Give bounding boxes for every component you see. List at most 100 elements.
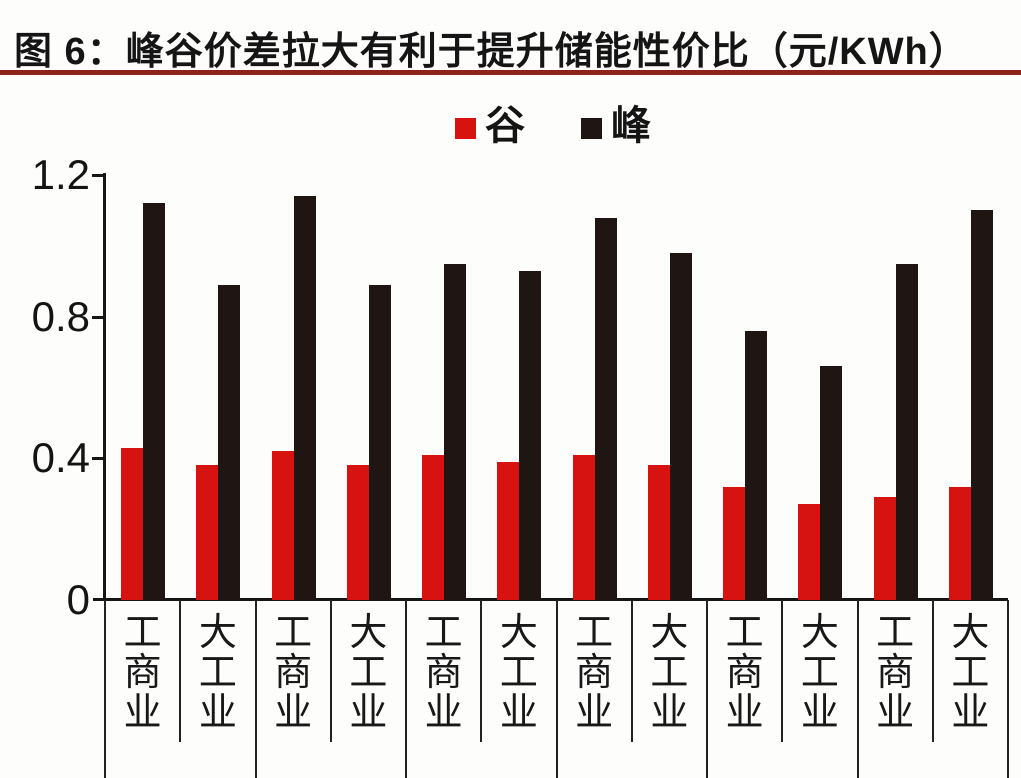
bar-valley	[873, 497, 896, 600]
bar-peak	[368, 284, 391, 600]
group-divider-line	[555, 600, 558, 778]
bar-valley	[723, 486, 745, 600]
valley-swatch-icon	[455, 117, 476, 139]
category-char: 工	[800, 651, 839, 694]
bar-peak	[895, 263, 918, 600]
category-char: 业	[198, 691, 237, 734]
category-divider-line	[630, 600, 633, 742]
category-char: 大	[951, 612, 990, 654]
y-axis-tick	[92, 174, 105, 177]
category-char: 工	[424, 612, 463, 654]
y-axis-tick-label: 0.8	[31, 292, 90, 340]
category-char: 大	[650, 612, 689, 654]
group-divider-line	[856, 600, 859, 778]
category-char: 商	[274, 651, 313, 694]
category-divider-line	[781, 600, 784, 742]
x-axis-category-label: 工商业	[707, 612, 782, 734]
group-divider-line	[254, 600, 257, 778]
group-divider-line	[405, 600, 407, 778]
category-divider-line	[480, 600, 483, 742]
category-char: 工	[575, 612, 614, 654]
category-char: 大	[198, 612, 237, 654]
group-divider-line	[1007, 600, 1009, 778]
x-axis-category-label: 大工业	[180, 612, 255, 734]
category-char: 工	[650, 651, 689, 694]
x-axis-category-label: 大工业	[481, 612, 556, 734]
category-char: 商	[876, 651, 915, 694]
figure-title: 图 6：峰谷价差拉大有利于提升储能性价比（元/KWh）	[14, 31, 968, 73]
legend-item-peak: 峰	[581, 106, 651, 146]
bar-peak	[143, 203, 165, 600]
bar-peak	[444, 263, 466, 600]
legend-label-valley: 谷	[485, 104, 525, 148]
group-divider-line	[706, 600, 708, 778]
category-char: 工	[123, 612, 162, 654]
y-axis-tick-label: 0.4	[31, 434, 90, 482]
category-char: 业	[499, 691, 538, 734]
y-axis-tick-label: 0	[66, 576, 90, 623]
category-char: 工	[499, 651, 538, 694]
category-char: 商	[424, 651, 463, 694]
category-char: 工	[198, 651, 237, 694]
x-axis-category-label: 工商业	[256, 612, 331, 734]
category-char: 大	[499, 612, 538, 654]
y-axis-tick-label: 1.2	[31, 151, 90, 198]
legend-label-peak: 峰	[611, 104, 651, 148]
x-axis-category-label: 大工业	[933, 612, 1008, 734]
x-axis-category-label: 工商业	[105, 612, 180, 734]
bar-valley	[497, 461, 520, 600]
y-axis-tick	[92, 457, 105, 461]
x-axis-category-label: 工商业	[406, 612, 481, 734]
category-char: 业	[951, 691, 990, 734]
category-char: 业	[650, 691, 689, 734]
category-char: 商	[725, 651, 764, 694]
category-char: 工	[349, 651, 388, 694]
bar-peak	[970, 210, 993, 600]
y-axis-line	[103, 173, 106, 601]
bar-peak	[218, 284, 241, 600]
category-divider-line	[329, 600, 332, 742]
title-divider-rule	[0, 70, 1021, 75]
bar-peak	[745, 330, 767, 600]
category-char: 工	[725, 612, 764, 654]
bar-valley	[346, 465, 369, 600]
y-axis-tick	[92, 315, 105, 319]
x-axis-category-label: 大工业	[782, 612, 857, 734]
x-axis-category-label: 工商业	[557, 612, 632, 734]
bar-peak	[669, 252, 692, 600]
peak-swatch-icon	[581, 117, 602, 139]
category-divider-line	[179, 600, 182, 742]
bar-peak	[594, 217, 617, 600]
category-char: 工	[951, 651, 990, 694]
category-char: 大	[349, 612, 388, 654]
category-divider-line	[931, 600, 934, 742]
category-char: 业	[123, 691, 162, 734]
chart-legend: 谷 峰	[455, 106, 651, 146]
bar-valley	[422, 454, 444, 600]
bar-peak	[519, 270, 542, 600]
bar-valley	[271, 451, 294, 600]
x-axis-category-label: 大工业	[331, 612, 406, 734]
category-char: 工	[274, 612, 313, 654]
category-char: 业	[876, 691, 915, 734]
category-char: 业	[575, 691, 614, 734]
bar-valley	[948, 486, 971, 600]
bar-valley	[196, 465, 219, 600]
x-axis-category-label: 大工业	[632, 612, 707, 734]
bar-valley	[647, 465, 670, 600]
category-char: 商	[575, 651, 614, 694]
category-char: 大	[800, 612, 839, 654]
category-char: 业	[274, 691, 313, 734]
bar-valley	[572, 454, 595, 600]
category-char: 业	[349, 691, 388, 734]
bar-valley	[121, 447, 143, 600]
bar-peak	[293, 196, 316, 600]
x-axis-baseline	[93, 598, 1008, 601]
group-divider-line	[104, 600, 106, 778]
category-char: 业	[800, 691, 839, 734]
category-char: 业	[725, 691, 764, 734]
category-char: 商	[123, 651, 162, 694]
bar-peak	[820, 366, 843, 600]
